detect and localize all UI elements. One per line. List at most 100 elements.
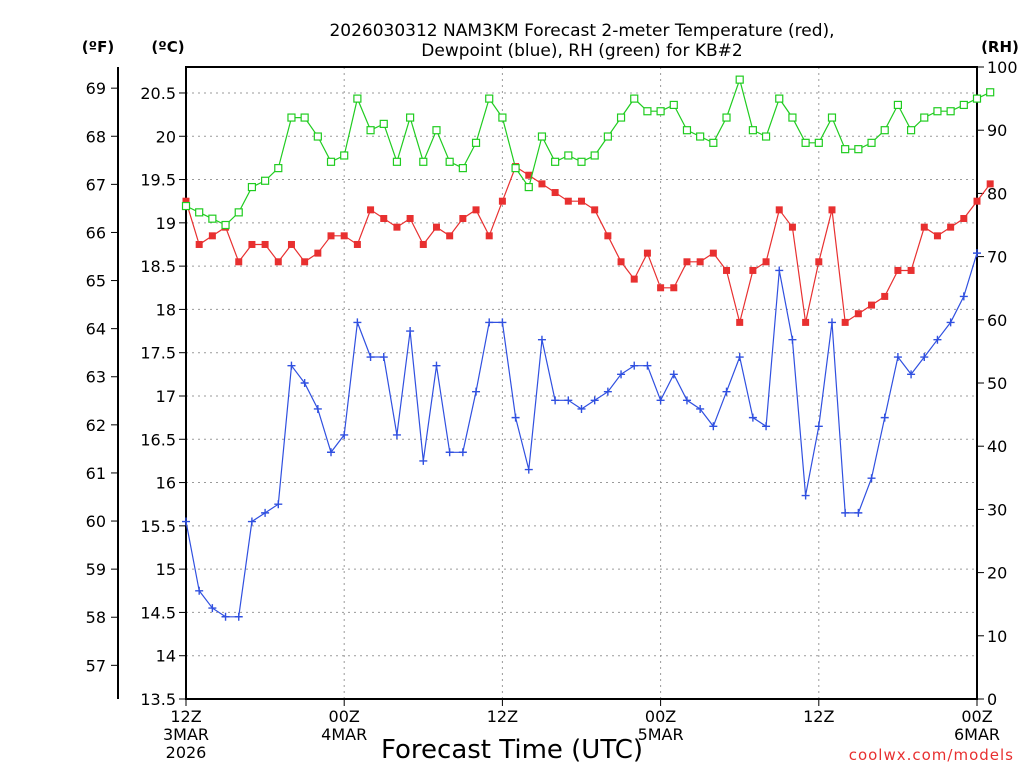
x-tick-date-label: 3MAR xyxy=(163,725,209,744)
celsius-tick-label: 20 xyxy=(156,127,176,146)
temperature-data-point xyxy=(551,189,559,197)
temperature-data-point xyxy=(960,215,968,223)
temperature-data-point xyxy=(907,266,915,274)
chart-title-line1: 2026030312 NAM3KM Forecast 2-meter Tempe… xyxy=(329,21,834,41)
rh-data-point xyxy=(221,220,230,230)
temperature-data-point xyxy=(709,249,717,257)
temperature-data-point xyxy=(353,240,361,248)
rh-data-point xyxy=(551,157,560,166)
dewpoint-data-point xyxy=(551,396,560,405)
rh-data-point xyxy=(920,113,929,122)
rh-data-point xyxy=(986,88,995,97)
dewpoint-data-point xyxy=(696,404,705,413)
dewpoint-data-point xyxy=(340,430,349,439)
dewpoint-data-point xyxy=(261,508,270,517)
temperature-data-point xyxy=(261,240,269,248)
temperature-data-point xyxy=(854,310,862,318)
rh-data-point xyxy=(841,145,850,154)
dewpoint-data-point xyxy=(669,370,678,379)
rh-data-point xyxy=(906,126,916,135)
rh-data-point xyxy=(406,113,415,122)
temperature-data-point xyxy=(538,180,546,188)
rh-data-point xyxy=(208,214,217,223)
rh-data-point xyxy=(485,94,494,103)
x-tick-label: 00Z xyxy=(645,707,676,726)
rh-data-point xyxy=(946,107,955,116)
credit-text: coolwx.com/models xyxy=(849,746,1014,764)
fahrenheit-tick-label: 60 xyxy=(86,512,106,531)
celsius-tick-label: 15 xyxy=(156,560,176,579)
rh-data-point xyxy=(287,113,296,122)
rh-data-point xyxy=(801,138,810,147)
x-tick-label: 00Z xyxy=(329,707,360,726)
celsius-tick-label: 19 xyxy=(156,214,176,233)
dewpoint-data-point xyxy=(788,335,797,344)
temperature-data-point xyxy=(327,232,335,240)
rh-data-point xyxy=(524,182,533,192)
rh-data-point xyxy=(353,94,362,103)
temperature-data-point xyxy=(736,318,744,326)
rh-tick-label: 60 xyxy=(987,311,1007,330)
temperature-data-point xyxy=(868,301,876,309)
temperature-data-point xyxy=(723,266,731,274)
temperature-data-point xyxy=(802,318,810,326)
rh-data-point xyxy=(590,151,599,160)
dewpoint-data-point xyxy=(406,327,415,336)
temperature-data-point xyxy=(485,232,493,240)
dewpoint-data-point xyxy=(854,508,863,517)
temperature-data-point xyxy=(696,258,704,266)
rh-series-line xyxy=(185,77,991,226)
temperature-data-point xyxy=(340,232,348,240)
temperature-data-point xyxy=(986,180,994,188)
temperature-data-point xyxy=(841,318,849,326)
dewpoint-data-point xyxy=(682,396,691,405)
temperature-data-point xyxy=(367,206,375,214)
dewpoint-data-point xyxy=(182,517,190,526)
dewpoint-data-point xyxy=(511,413,520,422)
dewpoint-data-point xyxy=(590,396,599,405)
dewpoint-data-point xyxy=(564,396,573,405)
temperature-data-point xyxy=(564,197,572,205)
rh-data-point xyxy=(181,201,191,211)
fahrenheit-tick-label: 69 xyxy=(86,79,106,98)
rh-data-point xyxy=(709,138,718,147)
celsius-tick-label: 14.5 xyxy=(140,603,176,622)
x-axis-label: Forecast Time (UTC) xyxy=(381,735,643,765)
dewpoint-data-point xyxy=(353,318,362,327)
rh-data-point xyxy=(511,164,520,173)
rh-data-point xyxy=(537,132,547,141)
dewpoint-data-point xyxy=(366,353,375,362)
dewpoint-data-point xyxy=(208,604,217,613)
rh-data-point xyxy=(788,113,797,122)
rh-data-point xyxy=(735,75,744,84)
rh-tick-label: 80 xyxy=(987,184,1007,203)
dewpoint-data-point xyxy=(485,318,494,327)
rh-data-point xyxy=(445,157,454,166)
dewpoint-data-point xyxy=(907,370,916,379)
dewpoint-data-point xyxy=(472,387,481,396)
rh-data-point xyxy=(959,100,968,110)
dewpoint-data-point xyxy=(656,396,665,405)
celsius-unit-label: (ºC) xyxy=(151,38,184,56)
rh-data-point xyxy=(366,126,375,135)
celsius-tick-label: 15.5 xyxy=(140,517,176,536)
x-tick-label: 12Z xyxy=(803,707,834,726)
dewpoint-data-point xyxy=(867,474,876,483)
rh-tick-label: 90 xyxy=(987,121,1007,140)
rh-tick-label: 30 xyxy=(987,500,1007,519)
rh-data-point xyxy=(722,113,731,122)
dewpoint-data-point xyxy=(577,404,586,413)
temperature-data-point xyxy=(683,258,691,266)
temperature-data-point xyxy=(459,215,467,223)
temperature-data-point xyxy=(894,266,902,274)
temperature-data-point xyxy=(643,249,651,257)
fahrenheit-unit-label: (ºF) xyxy=(82,38,114,56)
rh-data-point xyxy=(669,100,678,110)
rh-data-point xyxy=(195,208,204,217)
rh-tick-label: 20 xyxy=(987,564,1007,583)
rh-data-point xyxy=(471,138,481,147)
temperature-data-point xyxy=(591,206,599,214)
x-tick-date-label: 4MAR xyxy=(321,725,367,744)
dewpoint-data-point xyxy=(247,517,256,526)
